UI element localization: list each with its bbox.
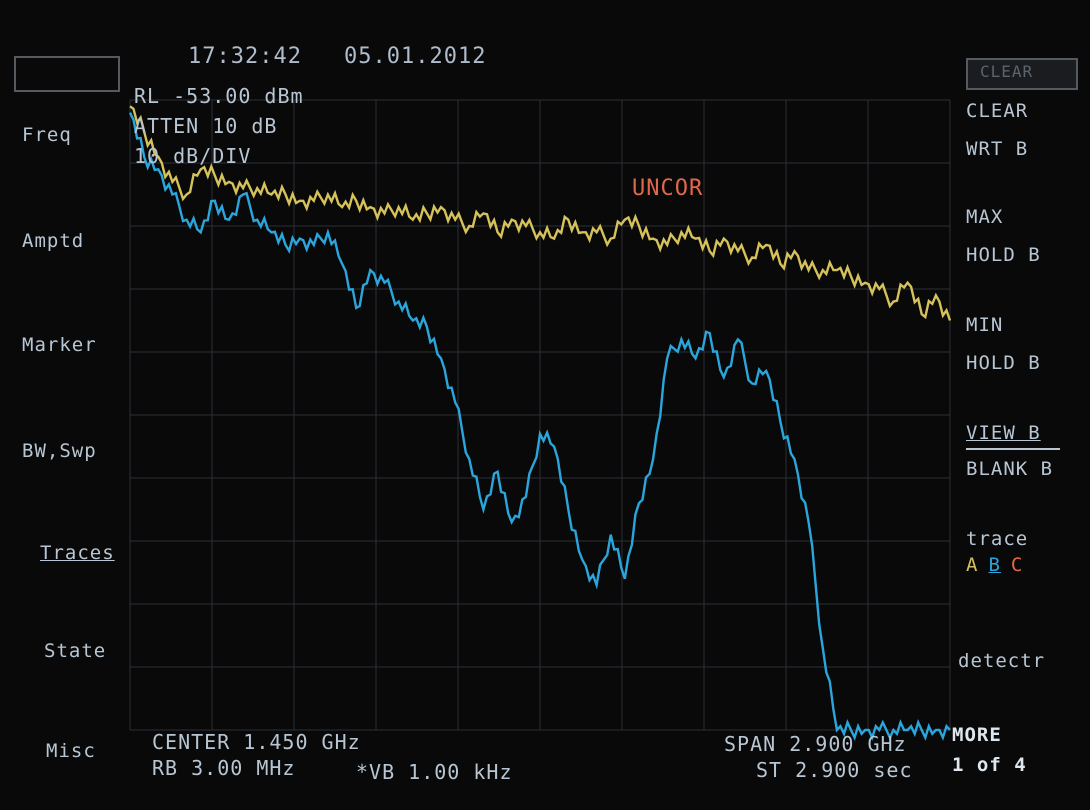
menu-amptd[interactable]: Amptd xyxy=(22,230,85,252)
scale: 10 dB/DIV xyxy=(134,144,252,168)
softkey-max-label: MAX xyxy=(966,206,1004,228)
softkey-view-label: VIEW B xyxy=(966,422,1041,444)
softkey-min-label: MIN xyxy=(966,314,1004,336)
span: SPAN 2.900 GHz xyxy=(724,732,907,756)
softkey-detector[interactable]: detectr xyxy=(958,650,1046,672)
softkey-clear-label: CLEAR xyxy=(966,100,1029,122)
softkey-trace-label: trace xyxy=(966,528,1029,550)
softkey-blank-label: BLANK B xyxy=(966,448,1060,488)
softkey-min-label2: HOLD B xyxy=(966,352,1041,374)
resolution-bandwidth: RB 3.00 MHz xyxy=(152,756,296,780)
trace-b-letter: B xyxy=(988,554,1001,576)
softkey-max-hold[interactable]: MAX HOLD B xyxy=(966,198,1076,274)
softkey-view-blank[interactable]: VIEW B BLANK B xyxy=(966,414,1076,488)
menu-marker[interactable]: Marker xyxy=(22,334,97,356)
softkey-title-box xyxy=(966,58,1078,90)
trace-b-line xyxy=(128,112,951,741)
softkey-max-label2: HOLD B xyxy=(966,244,1041,266)
more-label: MORE xyxy=(952,724,1002,746)
video-bandwidth: *VB 1.00 kHz xyxy=(356,760,513,784)
menu-traces[interactable]: Traces xyxy=(40,542,115,564)
trace-c-letter: C xyxy=(1010,554,1024,576)
attenuation: ATTEN 10 dB xyxy=(134,114,278,138)
page-indicator: 1 of 4 xyxy=(952,754,1027,776)
softkey-clear-write[interactable]: CLEAR WRT B xyxy=(966,92,1076,168)
ref-level: RL -53.00 dBm xyxy=(134,84,304,108)
menu-misc[interactable]: Misc xyxy=(46,740,96,762)
softkey-clear-label2: WRT B xyxy=(966,138,1029,160)
menu-bw-swp[interactable]: BW,Swp xyxy=(22,440,97,462)
center-frequency: CENTER 1.450 GHz xyxy=(152,730,361,754)
trace-a-line xyxy=(129,105,952,321)
active-function-box xyxy=(14,56,120,92)
softkey-more[interactable]: MORE 1 of 4 xyxy=(952,720,1062,780)
trace-a-letter: A xyxy=(966,554,979,576)
menu-state[interactable]: State xyxy=(44,640,107,662)
menu-freq[interactable]: Freq xyxy=(22,124,72,146)
softkey-title: CLEAR xyxy=(980,62,1034,81)
sweep-time: ST 2.900 sec xyxy=(756,758,913,782)
softkey-min-hold[interactable]: MIN HOLD B xyxy=(966,306,1076,382)
date-readout: 05.01.2012 xyxy=(344,44,487,69)
uncor-indicator: UNCOR xyxy=(632,176,704,201)
time-readout: 17:32:42 xyxy=(188,44,302,69)
